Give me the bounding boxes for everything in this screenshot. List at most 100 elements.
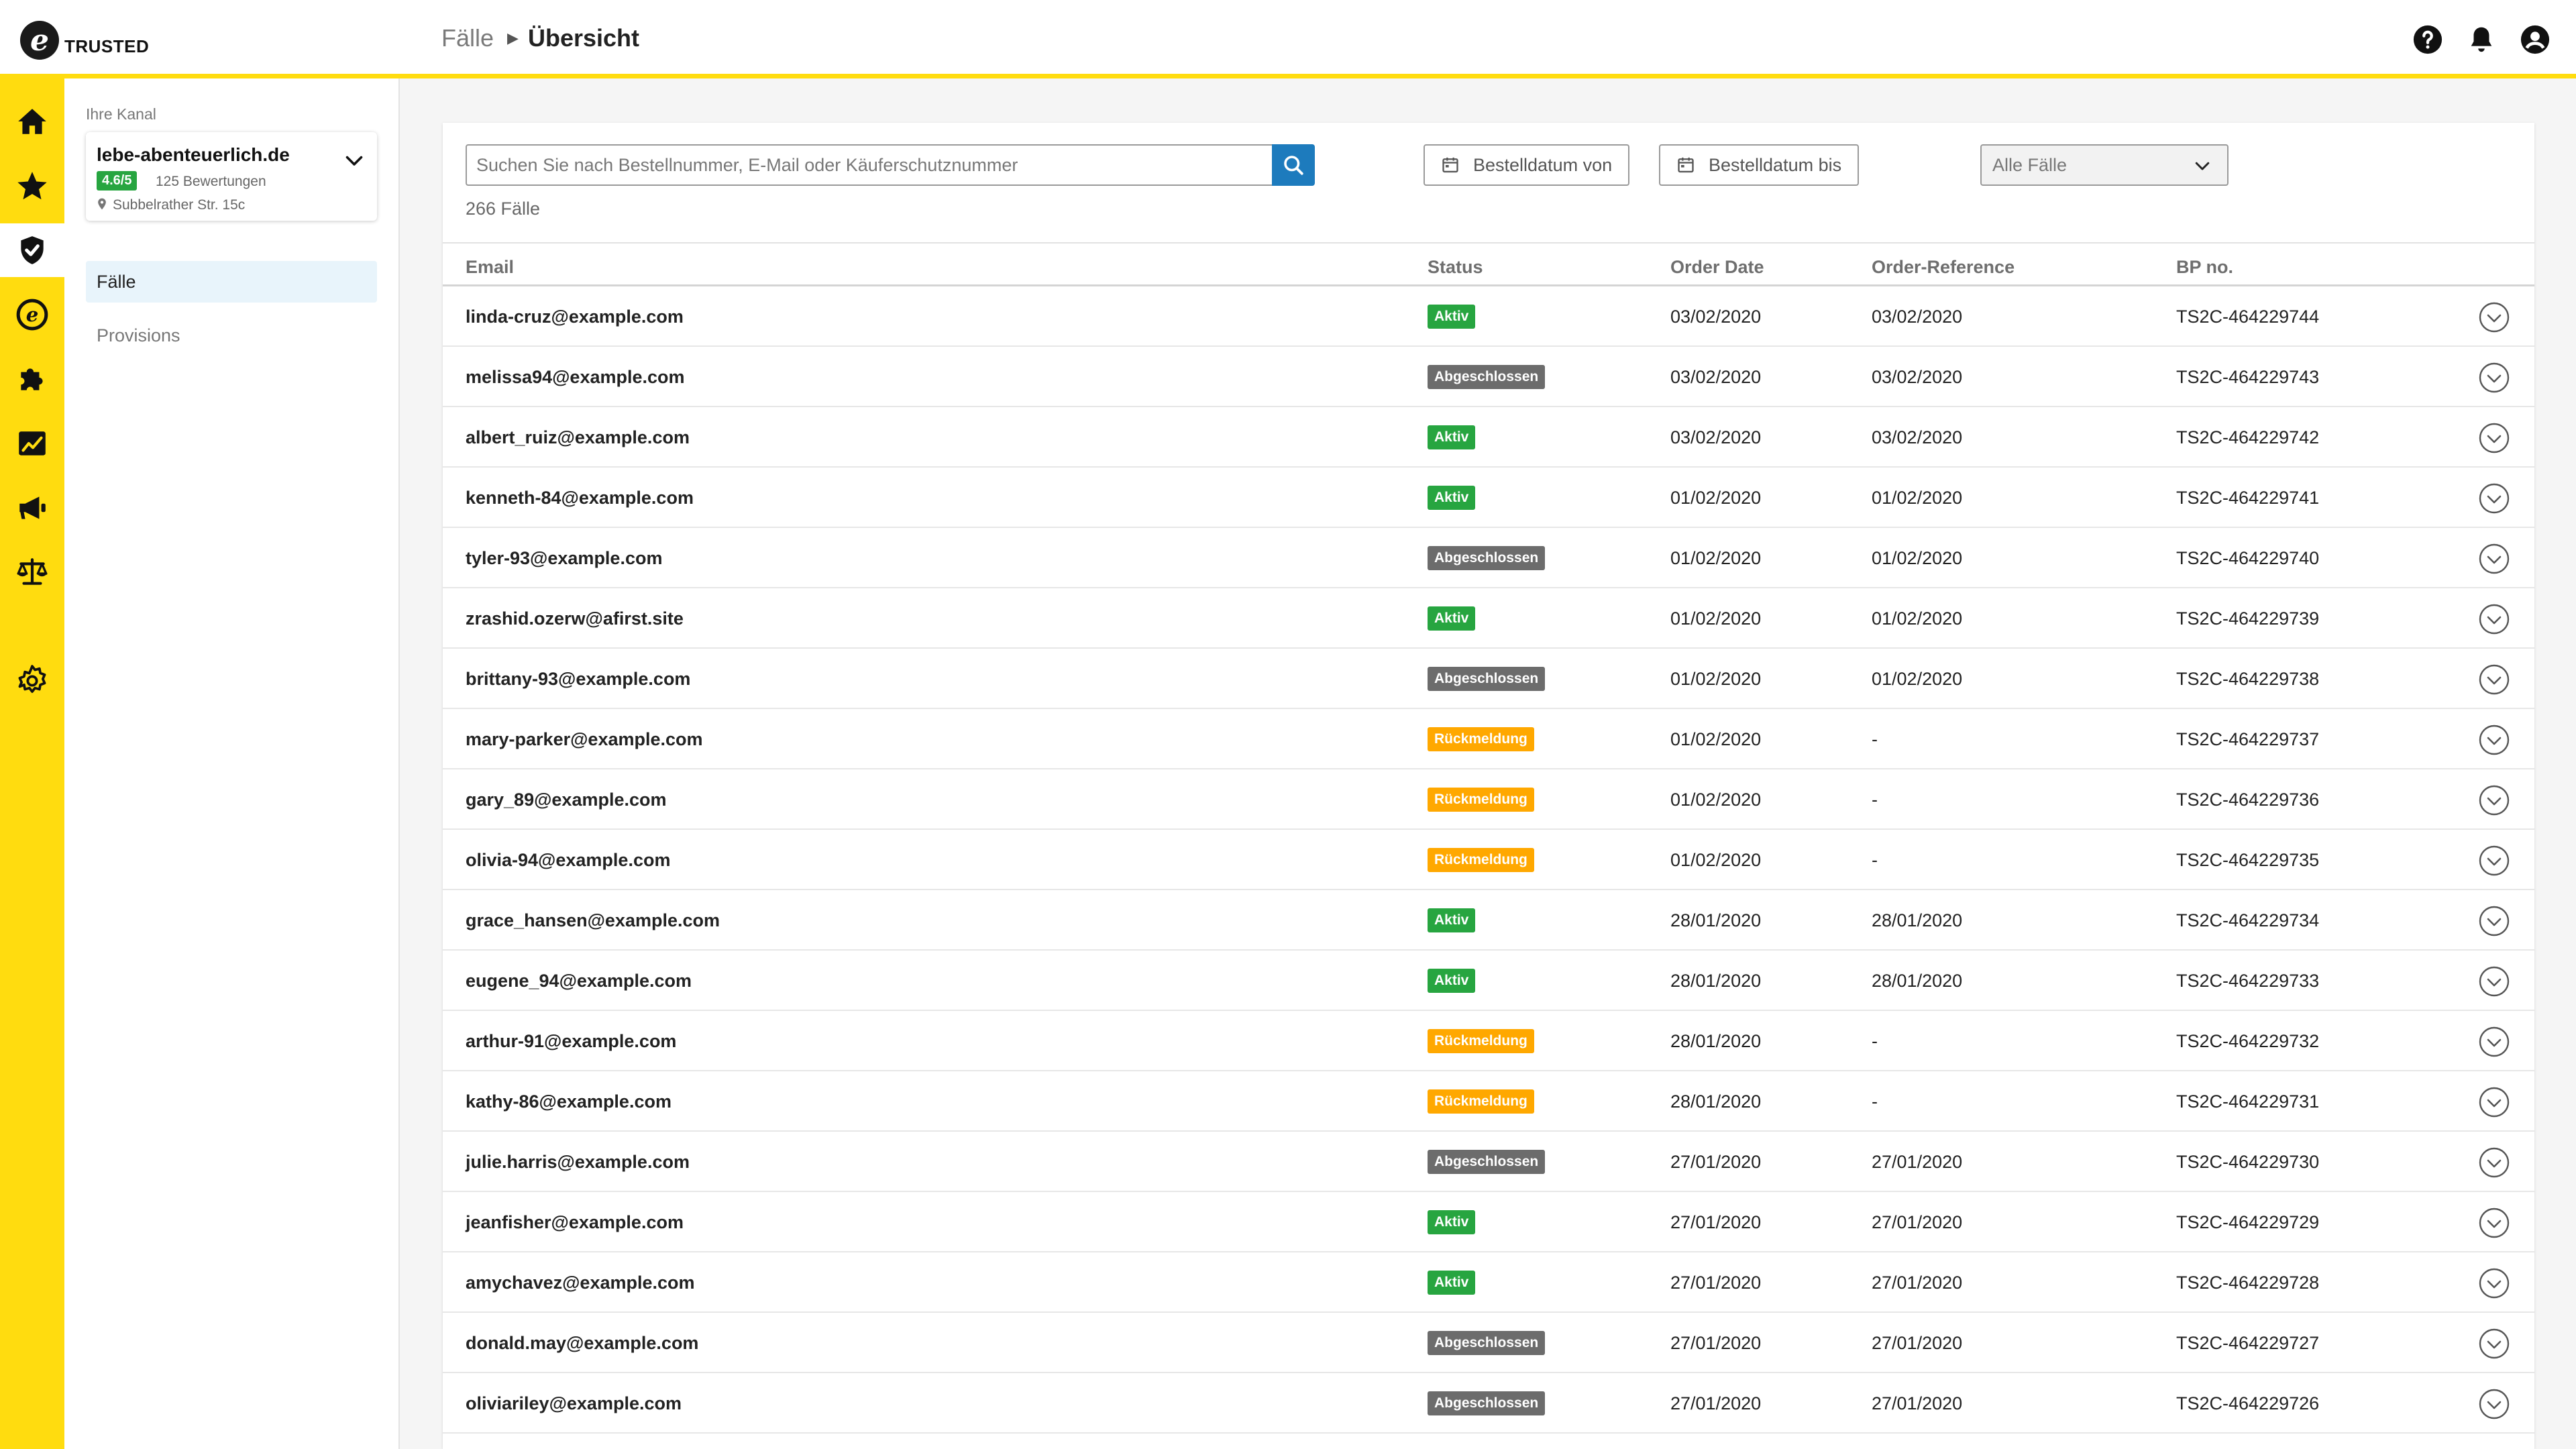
- row-email: zrashid.ozerw@afirst.site: [466, 608, 684, 629]
- table-row[interactable]: albert_ruiz@example.com Aktiv 03/02/2020 03…: [443, 407, 2534, 468]
- row-order-reference: 01/02/2020: [1872, 669, 1963, 689]
- rail-item-reviews[interactable]: [0, 159, 64, 213]
- row-order-date: 01/02/2020: [1670, 548, 1762, 568]
- analytics-icon: [19, 431, 46, 455]
- table-row[interactable]: brittany-93@example.com Abgeschlossen 01/0…: [443, 649, 2534, 709]
- row-expand-button[interactable]: [2478, 965, 2510, 998]
- table-row[interactable]: eugene_94@example.com Aktiv 28/01/2020 28/0…: [443, 951, 2534, 1011]
- rail-item-integrations[interactable]: [0, 352, 64, 406]
- row-bp-number: TS2C-464229728: [2176, 1273, 2320, 1293]
- trusted-logo[interactable]: e TRUSTED: [20, 20, 149, 60]
- row-expand-button[interactable]: [2478, 301, 2510, 333]
- table-row[interactable]: amychavez@example.com Aktiv 27/01/2020 27/0…: [443, 1252, 2534, 1313]
- table-row[interactable]: oliviariley@example.com Abgeschlossen 27/0…: [443, 1373, 2534, 1434]
- table-row[interactable]: olivia-94@example.com Rückmeldung 01/02/20…: [443, 830, 2534, 890]
- sidebar-item-faelle[interactable]: Fälle: [86, 261, 377, 303]
- rail-item-legal[interactable]: [0, 545, 64, 599]
- row-expand-button[interactable]: [2478, 1146, 2510, 1179]
- row-order-date: 01/02/2020: [1670, 488, 1762, 508]
- status-badge: Rückmeldung: [1428, 1089, 1534, 1114]
- breadcrumb: Fälle ▶ Übersicht: [441, 24, 639, 52]
- row-expand-button[interactable]: [2478, 1267, 2510, 1299]
- row-email: tyler-93@example.com: [466, 548, 663, 568]
- column-header-email[interactable]: Email: [466, 257, 515, 277]
- order-date-from-button[interactable]: Bestelldatum von: [1424, 144, 1630, 186]
- expand-row-icon: [2479, 1087, 2510, 1118]
- table-row[interactable]: kathy-86@example.com Rückmeldung 28/01/202…: [443, 1071, 2534, 1132]
- table-row[interactable]: mary-parker@example.com Rückmeldung 01/02/…: [443, 709, 2534, 769]
- row-email: kathy-86@example.com: [466, 1091, 672, 1112]
- table-row[interactable]: jeanfisher@example.com Aktiv 27/01/2020 27/…: [443, 1192, 2534, 1252]
- expand-row-icon: [2479, 724, 2510, 755]
- row-expand-button[interactable]: [2478, 482, 2510, 515]
- rail-item-settings[interactable]: [0, 654, 64, 708]
- row-expand-button[interactable]: [2478, 663, 2510, 696]
- order-date-to-button[interactable]: Bestelldatum bis: [1659, 144, 1860, 186]
- chevron-down-icon[interactable]: [342, 148, 366, 172]
- expand-row-icon: [2479, 604, 2510, 635]
- column-header-order-date[interactable]: Order Date: [1670, 257, 1764, 277]
- case-count: 266 Fälle: [466, 199, 541, 219]
- search-input[interactable]: [466, 144, 1277, 186]
- status-badge: Aktiv: [1428, 305, 1476, 329]
- order-date-to-label: Bestelldatum bis: [1709, 154, 1842, 175]
- row-expand-button[interactable]: [2478, 724, 2510, 756]
- breadcrumb-current: Übersicht: [527, 24, 639, 52]
- table-row[interactable]: grace_hansen@example.com Aktiv 28/01/2020 2…: [443, 890, 2534, 951]
- column-header-order-reference[interactable]: Order-Reference: [1872, 257, 2015, 277]
- table-row[interactable]: gary_89@example.com Rückmeldung 01/02/2020…: [443, 769, 2534, 830]
- table-row[interactable]: zrashid.ozerw@afirst.site Aktiv 01/02/2020…: [443, 588, 2534, 649]
- row-expand-button[interactable]: [2478, 1086, 2510, 1118]
- column-header-bp-no[interactable]: BP no.: [2176, 257, 2234, 277]
- channel-selector[interactable]: lebe-abenteuerlich.de 4.6/5 125 Bewertun…: [86, 132, 377, 221]
- sidebar-item-provisions[interactable]: Provisions: [97, 325, 180, 345]
- table-row[interactable]: tyler-93@example.com Abgeschlossen 01/02/2…: [443, 528, 2534, 588]
- table-row[interactable]: arthur-91@example.com Rückmeldung 28/01/20…: [443, 1011, 2534, 1071]
- row-expand-button[interactable]: [2478, 422, 2510, 454]
- status-badge: Rückmeldung: [1428, 1029, 1534, 1053]
- row-expand-button[interactable]: [2478, 1026, 2510, 1058]
- table-row[interactable]: kenneth-84@example.com Aktiv 01/02/2020 01/…: [443, 468, 2534, 528]
- bell-icon[interactable]: [2466, 24, 2497, 55]
- row-expand-button[interactable]: [2478, 845, 2510, 877]
- case-filter-value: Alle Fälle: [1992, 154, 2068, 175]
- row-expand-button[interactable]: [2478, 1328, 2510, 1360]
- row-expand-button[interactable]: [2478, 543, 2510, 575]
- expand-row-icon: [2479, 483, 2510, 514]
- status-badge: Abgeschlossen: [1428, 1150, 1546, 1174]
- table-row[interactable]: donald.may@example.com Abgeschlossen 27/01…: [443, 1313, 2534, 1373]
- rating-badge: 4.6/5: [97, 171, 138, 191]
- review-count: 125 Bewertungen: [156, 174, 266, 189]
- rail-item-analytics[interactable]: [0, 417, 64, 470]
- rail-item-marketing[interactable]: [0, 481, 64, 535]
- case-filter-select[interactable]: Alle Fälle: [1980, 144, 2229, 186]
- row-expand-button[interactable]: [2478, 1388, 2510, 1420]
- row-bp-number: TS2C-464229740: [2176, 548, 2320, 568]
- account-icon[interactable]: [2520, 24, 2551, 55]
- table-row[interactable]: julie.harris@example.com Abgeschlossen 27/…: [443, 1132, 2534, 1192]
- row-bp-number: TS2C-464229726: [2176, 1393, 2320, 1413]
- search-button[interactable]: [1272, 144, 1315, 186]
- channel-label: Ihre Kanal: [86, 105, 156, 123]
- column-header-status[interactable]: Status: [1428, 257, 1483, 277]
- cases-table: Email Status Order Date Order-Reference …: [443, 242, 2534, 1434]
- row-bp-number: TS2C-464229736: [2176, 790, 2320, 810]
- rail-item-buyer-protection[interactable]: [0, 223, 64, 277]
- row-order-date: 27/01/2020: [1670, 1152, 1762, 1172]
- row-email: linda-cruz@example.com: [466, 307, 684, 327]
- table-row[interactable]: melissa94@example.com Abgeschlossen 03/02/…: [443, 347, 2534, 407]
- table-row[interactable]: linda-cruz@example.com Aktiv 03/02/2020 03/…: [443, 286, 2534, 347]
- row-expand-button[interactable]: [2478, 1207, 2510, 1239]
- row-expand-button[interactable]: [2478, 905, 2510, 937]
- rail-item-trustbadge[interactable]: e: [0, 288, 64, 341]
- rail-item-home[interactable]: [0, 95, 64, 148]
- row-expand-button[interactable]: [2478, 784, 2510, 816]
- row-expand-button[interactable]: [2478, 603, 2510, 635]
- expand-row-icon: [2479, 1026, 2510, 1057]
- help-icon[interactable]: [2412, 24, 2443, 55]
- header-actions: [2412, 24, 2551, 55]
- expand-row-icon: [2479, 1268, 2510, 1299]
- row-expand-button[interactable]: [2478, 362, 2510, 394]
- breadcrumb-parent[interactable]: Fälle: [441, 24, 494, 52]
- trusted-e-icon: e: [16, 299, 48, 331]
